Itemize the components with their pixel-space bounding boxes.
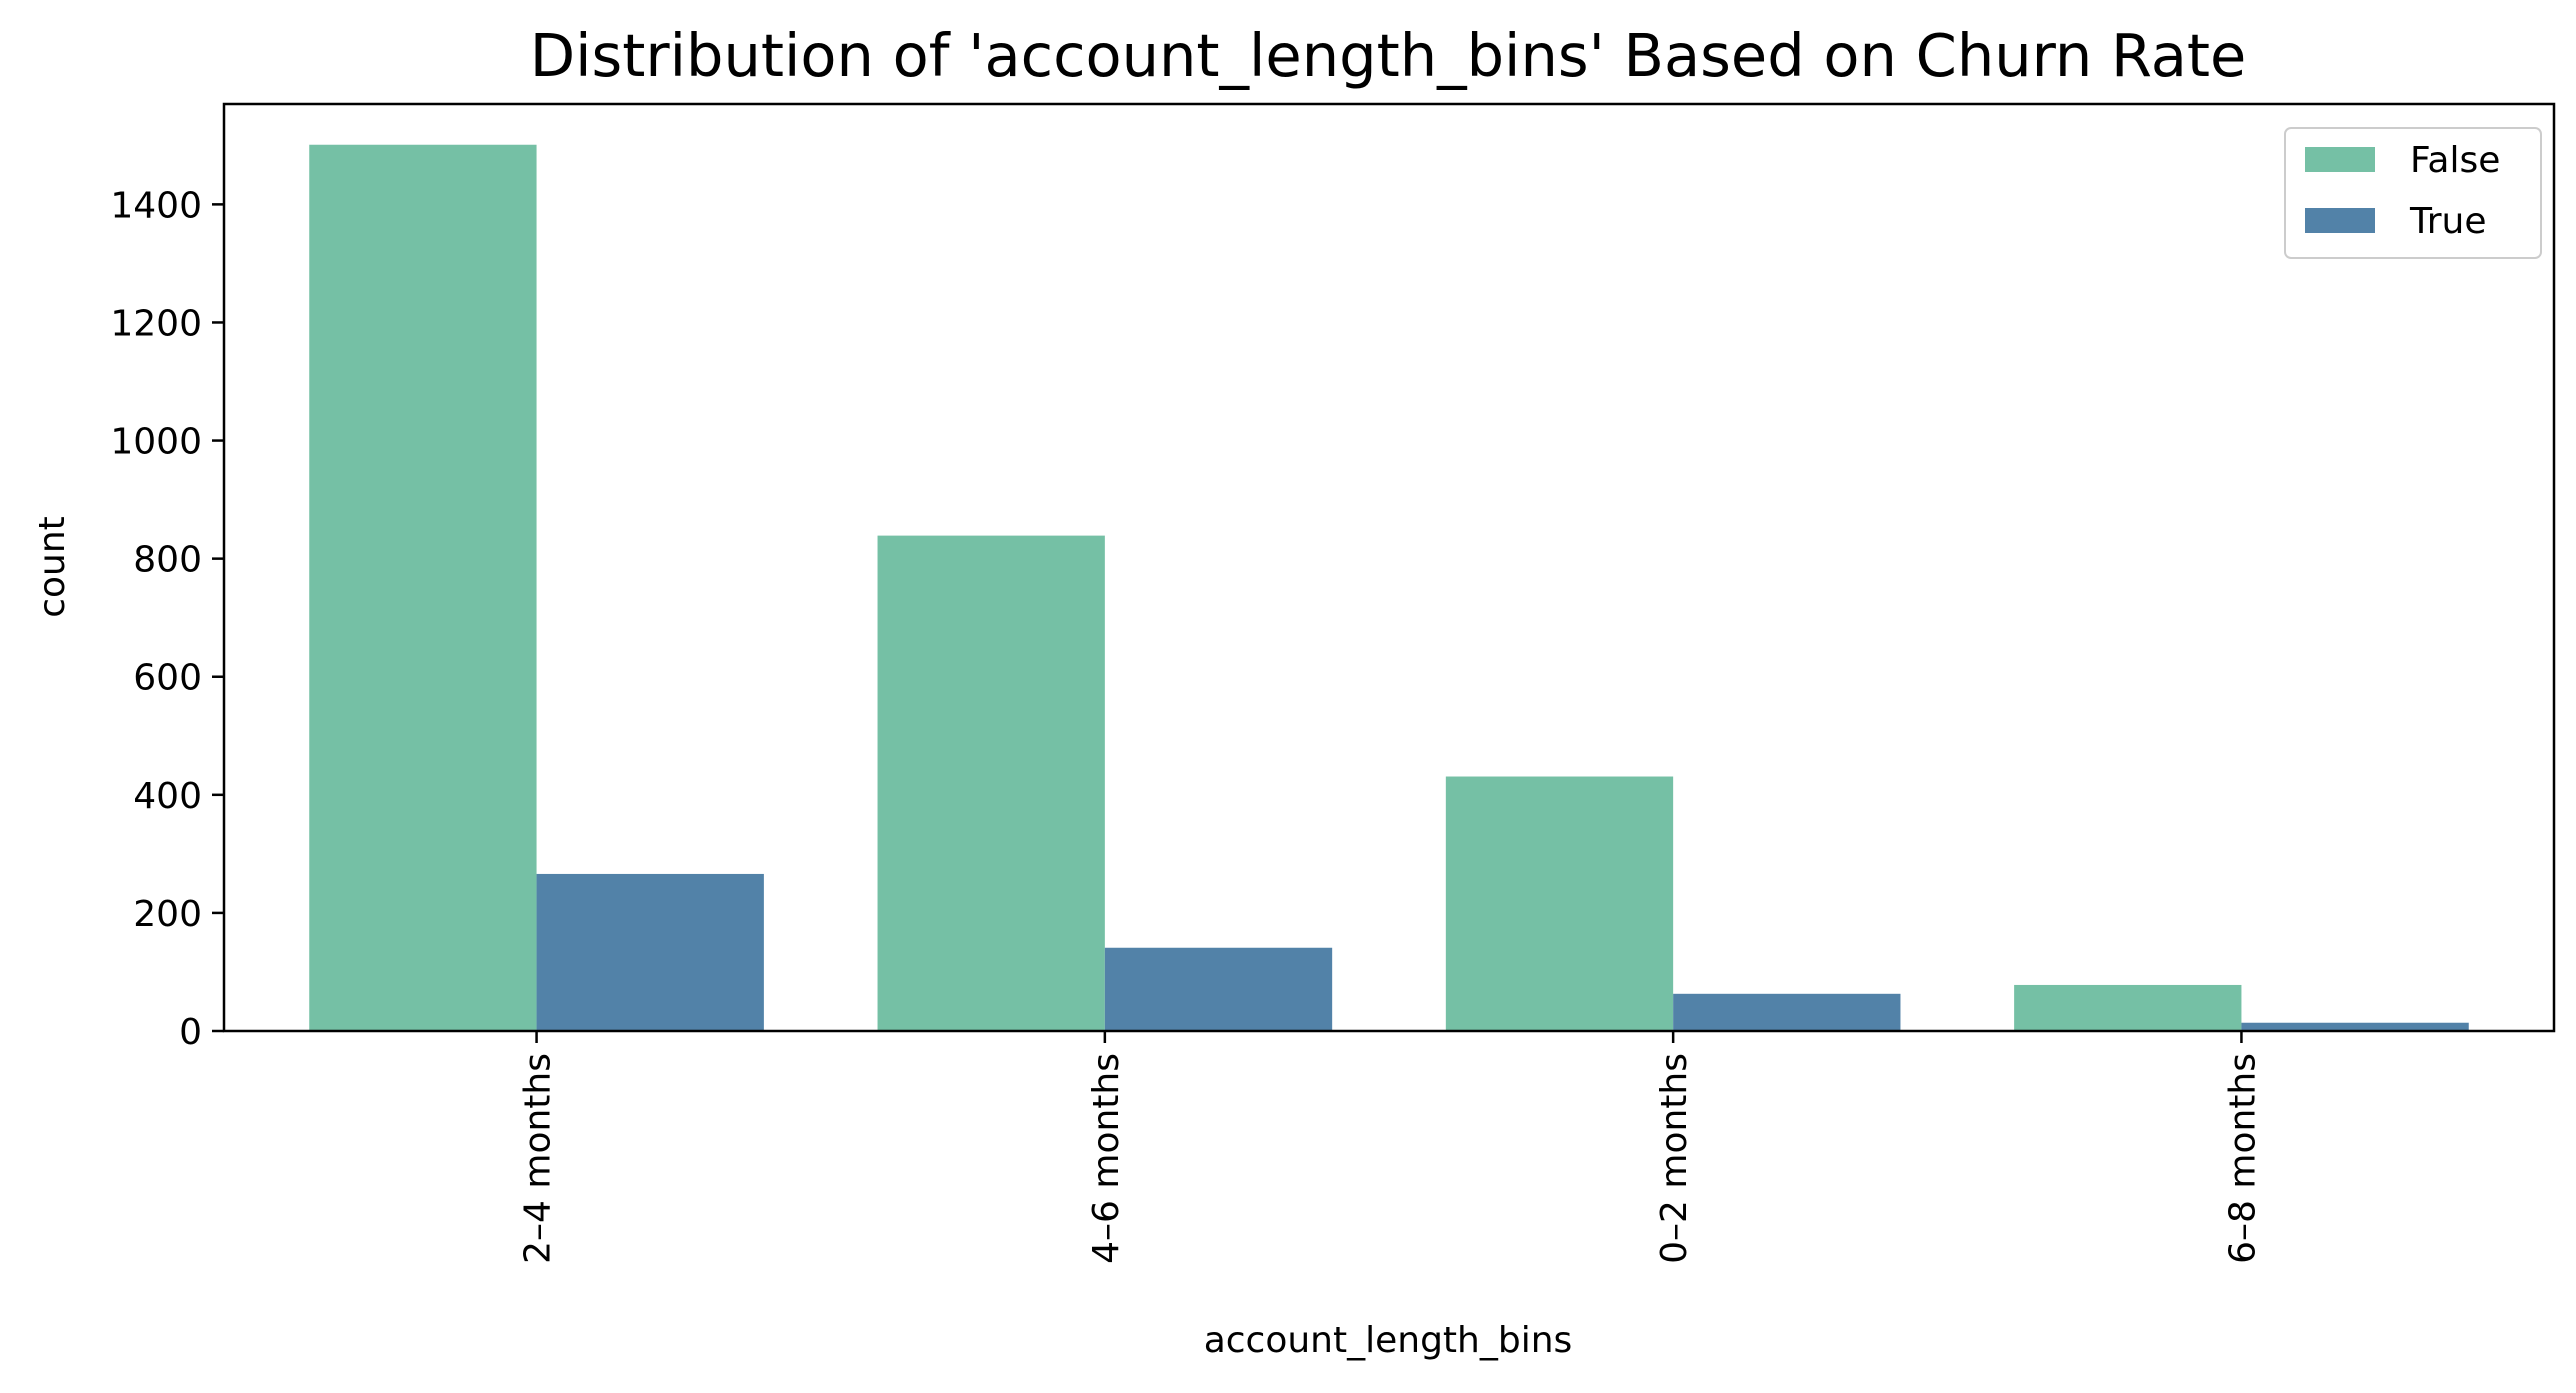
x-axis-label: account_length_bins [1204,1320,1573,1361]
y-tick-label: 1200 [110,303,202,344]
y-tick-label: 200 [133,894,202,935]
bar-false-4-6-months [877,535,1105,1031]
legend: False True [2284,127,2542,259]
bar-false-0-2-months [1445,776,1674,1031]
y-tick-label: 1400 [110,185,202,226]
legend-label-true: True [2409,201,2486,242]
bar-false-2-4-months [309,144,537,1031]
x-tick-label-2-4-months: 2–4 months [518,1053,559,1264]
x-tick-label-6-8-months: 6–8 months [2222,1053,2263,1264]
y-tick-label: 0 [179,1012,202,1053]
legend-swatch-true [2305,208,2375,233]
bar-true-6-8-months [2241,1022,2469,1031]
y-axis-label: count [32,516,73,618]
legend-label-false: False [2410,140,2500,181]
bar-true-4-6-months [1104,947,1333,1031]
plot-area-frame [222,102,2556,1033]
x-axis: 2–4 months 4–6 months 0–2 months 6–8 months [518,1031,2263,1264]
y-tick-label: 1000 [110,422,202,463]
y-axis: 0 200 400 600 800 1000 1200 1400 [110,185,224,1053]
y-tick-label: 400 [133,776,202,817]
bar-true-0-2-months [1673,993,1901,1031]
x-tick-label-4-6-months: 4–6 months [1086,1053,1127,1264]
legend-swatch-false [2305,147,2375,172]
x-tick-label-0-2-months: 0–2 months [1654,1053,1695,1264]
chart-title: Distribution of 'account_length_bins' Ba… [530,21,2247,90]
bars-layer [309,144,2469,1031]
y-tick-label: 800 [133,540,202,581]
bar-false-6-8-months [2014,984,2242,1031]
y-tick-label: 600 [133,658,202,699]
bar-true-2-4-months [536,873,764,1031]
